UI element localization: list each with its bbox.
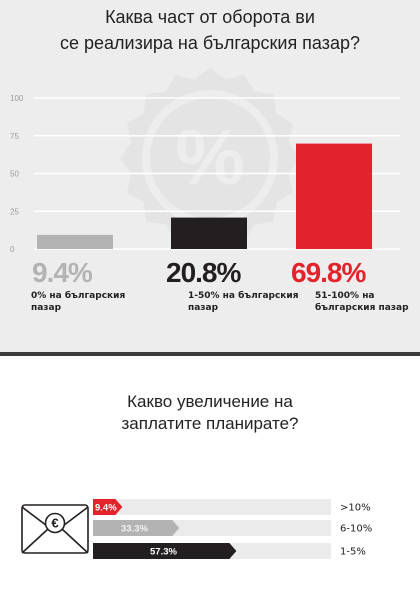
svg-text:%: % <box>175 113 244 201</box>
percent-seal-icon: % <box>120 68 300 248</box>
y-tick-label: 50 <box>10 170 19 179</box>
category-label: 6-10% <box>340 524 372 535</box>
svg-text:€: € <box>51 516 58 531</box>
turnover-chart-panel: Каква част от оборота ви се реализира на… <box>0 0 420 352</box>
bar <box>93 543 237 559</box>
y-tick-label: 75 <box>10 132 19 141</box>
section-divider <box>0 352 420 356</box>
bar <box>37 234 113 249</box>
salary-chart-panel: Какво увеличение на заплатите планирате?… <box>0 356 420 596</box>
category-label: 51-100% на <box>315 291 375 301</box>
bar <box>296 143 372 249</box>
y-tick-label: 25 <box>10 207 19 216</box>
category-label: българския пазар <box>315 302 409 313</box>
value-label: 33.3% <box>121 524 148 535</box>
turnover-bar-chart: % 0 25 50 75 100 9.4% 0% на българския пазар 20… <box>10 68 410 313</box>
y-tick-label: 100 <box>10 94 24 103</box>
chart-title-line-2: заплатите планирате? <box>121 414 299 433</box>
chart-title-line-1: Каква част от оборота ви <box>105 7 315 27</box>
value-label: 69.8% <box>291 257 366 288</box>
value-label: 9.4% <box>32 257 93 288</box>
value-label: 9.4% <box>95 503 117 514</box>
bar <box>93 520 180 536</box>
y-tick-label: 0 <box>10 245 15 254</box>
category-label: 1-5% <box>340 547 366 558</box>
value-label: 20.8% <box>166 257 241 288</box>
category-label: 0% на българския <box>31 290 125 301</box>
category-label: пазар <box>188 303 219 313</box>
category-label: пазар <box>31 303 62 313</box>
bar <box>171 217 247 249</box>
category-label: 1-50% на българския <box>188 290 299 301</box>
category-label: >10% <box>340 503 371 514</box>
chart-title-line-1: Какво увеличение на <box>127 392 293 411</box>
chart-title-line-2: се реализира на българския пазар? <box>59 33 361 53</box>
bar-track <box>93 499 331 515</box>
bar <box>93 499 123 515</box>
euro-envelope-icon: € <box>21 504 89 554</box>
value-label: 57.3% <box>150 547 177 558</box>
salary-bar-chart: € 9.4% >10% 33.3% 6-10% 57.3% 1-5% <box>21 499 372 559</box>
